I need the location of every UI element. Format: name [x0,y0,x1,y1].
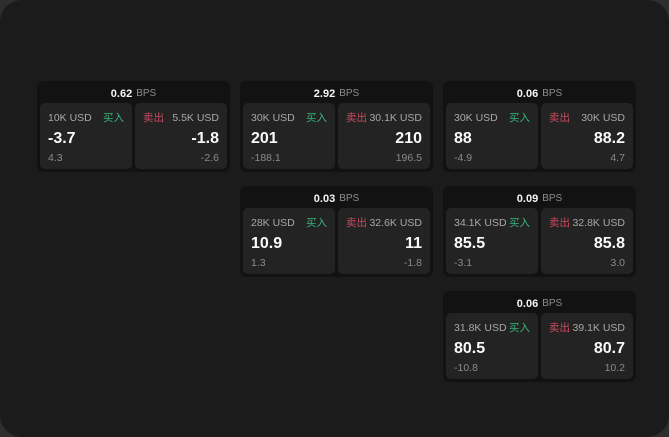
bps-header: 0.03 BPS [243,189,430,208]
sell-delta: 10.2 [604,361,625,374]
buy-delta: -188.1 [251,151,281,164]
bps-unit: BPS [339,88,360,99]
bps-unit: BPS [542,88,563,99]
bps-value: 2.92 [313,87,336,100]
sell-side-label[interactable]: 卖出 [549,322,570,334]
buy-price: -3.7 [48,130,76,148]
sell-delta: -1.8 [403,256,422,269]
bps-value: 0.06 [516,297,539,310]
buy-side-label[interactable]: 买入 [509,322,530,334]
buy-price: 10.9 [251,235,283,253]
buy-side-label[interactable]: 买入 [103,112,124,124]
quote-card: 0.62 BPS 10K USD 买入 -3.7 4.3 卖出 5.5K USD… [37,81,230,172]
bps-value: 0.09 [516,192,539,205]
sell-size-label: 5.5K USD [172,111,219,124]
bps-header: 0.62 BPS [40,84,227,103]
sell-panel[interactable]: 卖出 30K USD 88.2 4.7 [541,103,633,169]
sell-delta: 196.5 [395,151,422,164]
buy-side-label[interactable]: 买入 [306,112,327,124]
bps-unit: BPS [542,298,563,309]
sell-size-label: 30.1K USD [369,111,422,124]
buy-panel[interactable]: 10K USD 买入 -3.7 4.3 [40,103,132,169]
bps-value: 0.62 [110,87,133,100]
bps-unit: BPS [542,193,563,204]
bps-header: 0.06 BPS [446,294,633,313]
bps-unit: BPS [339,193,360,204]
sell-price: -1.8 [191,130,219,148]
sell-side-label[interactable]: 卖出 [549,217,570,229]
buy-panel[interactable]: 30K USD 买入 88 -4.9 [446,103,538,169]
buy-delta: -4.9 [454,151,473,164]
quote-card: 0.03 BPS 28K USD 买入 10.9 1.3 卖出 32.6K US… [240,186,433,277]
sell-price: 85.8 [593,235,625,253]
buy-price: 201 [251,130,278,148]
buy-size-label: 34.1K USD [454,216,507,229]
buy-price: 85.5 [454,235,486,253]
bps-value: 0.06 [516,87,539,100]
sell-delta: -2.6 [200,151,219,164]
sell-delta: 4.7 [610,151,625,164]
buy-panel[interactable]: 28K USD 买入 10.9 1.3 [243,208,335,274]
buy-delta: 4.3 [48,151,63,164]
sell-price: 80.7 [593,340,625,358]
sell-side-label[interactable]: 卖出 [346,217,367,229]
sell-delta: 3.0 [610,256,625,269]
sell-size-label: 30K USD [581,111,625,124]
quote-card: 0.06 BPS 31.8K USD 买入 80.5 -10.8 卖出 39.1… [443,291,636,382]
quote-panels: 34.1K USD 买入 85.5 -3.1 卖出 32.8K USD 85.8… [446,208,633,274]
quote-panels: 31.8K USD 买入 80.5 -10.8 卖出 39.1K USD 80.… [446,313,633,379]
quote-card: 2.92 BPS 30K USD 买入 201 -188.1 卖出 30.1K … [240,81,433,172]
sell-panel[interactable]: 卖出 32.8K USD 85.8 3.0 [541,208,633,274]
sell-side-label[interactable]: 卖出 [549,112,570,124]
bps-header: 2.92 BPS [243,84,430,103]
sell-size-label: 32.8K USD [572,216,625,229]
buy-size-label: 28K USD [251,216,295,229]
buy-side-label[interactable]: 买入 [509,217,530,229]
sell-price: 210 [395,130,422,148]
buy-size-label: 31.8K USD [454,321,507,334]
cards-grid: 0.62 BPS 10K USD 买入 -3.7 4.3 卖出 5.5K USD… [37,81,636,382]
buy-side-label[interactable]: 买入 [509,112,530,124]
buy-price: 80.5 [454,340,486,358]
quote-card: 0.06 BPS 30K USD 买入 88 -4.9 卖出 30K USD 8… [443,81,636,172]
sell-panel[interactable]: 卖出 39.1K USD 80.7 10.2 [541,313,633,379]
buy-delta: -3.1 [454,256,473,269]
sell-side-label[interactable]: 卖出 [346,112,367,124]
buy-side-label[interactable]: 买入 [306,217,327,229]
buy-price: 88 [454,130,472,148]
sell-panel[interactable]: 卖出 30.1K USD 210 196.5 [338,103,430,169]
quote-panels: 10K USD 买入 -3.7 4.3 卖出 5.5K USD -1.8 -2.… [40,103,227,169]
sell-panel[interactable]: 卖出 32.6K USD 11 -1.8 [338,208,430,274]
buy-size-label: 10K USD [48,111,92,124]
sell-size-label: 32.6K USD [369,216,422,229]
buy-panel[interactable]: 31.8K USD 买入 80.5 -10.8 [446,313,538,379]
sell-panel[interactable]: 卖出 5.5K USD -1.8 -2.6 [135,103,227,169]
buy-panel[interactable]: 34.1K USD 买入 85.5 -3.1 [446,208,538,274]
buy-size-label: 30K USD [454,111,498,124]
sell-price: 88.2 [593,130,625,148]
bps-header: 0.06 BPS [446,84,633,103]
buy-delta: 1.3 [251,256,266,269]
sell-size-label: 39.1K USD [572,321,625,334]
sell-price: 11 [405,235,422,253]
quote-card: 0.09 BPS 34.1K USD 买入 85.5 -3.1 卖出 32.8K… [443,186,636,277]
bps-header: 0.09 BPS [446,189,633,208]
quote-panels: 28K USD 买入 10.9 1.3 卖出 32.6K USD 11 -1.8 [243,208,430,274]
bps-unit: BPS [136,88,157,99]
sell-side-label[interactable]: 卖出 [143,112,164,124]
buy-panel[interactable]: 30K USD 买入 201 -188.1 [243,103,335,169]
buy-size-label: 30K USD [251,111,295,124]
bps-value: 0.03 [313,192,336,205]
quote-panels: 30K USD 买入 201 -188.1 卖出 30.1K USD 210 1… [243,103,430,169]
quote-panels: 30K USD 买入 88 -4.9 卖出 30K USD 88.2 4.7 [446,103,633,169]
buy-delta: -10.8 [454,361,478,374]
